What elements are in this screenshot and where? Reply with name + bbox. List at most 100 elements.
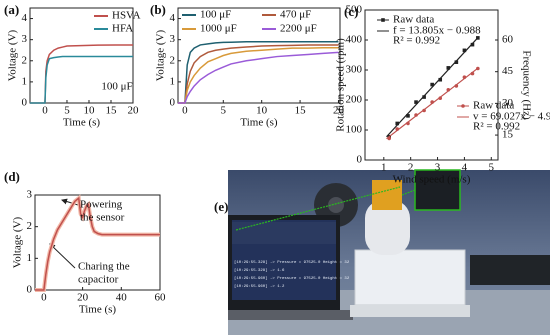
y-tick-label: 500 [346, 4, 363, 16]
y-tick-label: 100 [346, 124, 363, 136]
y-tick-label: 4 [170, 12, 176, 24]
y-axis-label: Voltage (V) [12, 216, 24, 268]
point [430, 100, 434, 104]
y-tick-label: 1 [170, 75, 176, 87]
y-tick-label: 0 [27, 284, 33, 296]
y-axis-label: Voltage (V) [7, 29, 19, 81]
x-tick-label: 3 [435, 162, 441, 174]
legend-label: 2200 μF [280, 23, 317, 35]
screen-line: [10:29:55.960] -> 1.2 [234, 284, 285, 289]
legend-label: 470 μF [280, 9, 311, 21]
point [395, 121, 400, 126]
x-tick-label: 2 [408, 162, 414, 174]
screen-line: [10:29:55.328] -> 1.6 [234, 268, 285, 273]
x-axis-label: Time (s) [79, 304, 117, 316]
x-tick-label: 0 [182, 105, 188, 117]
x-tick-label: 0 [42, 105, 48, 117]
y2-tick-label: 15 [502, 129, 514, 141]
plot-frame [34, 194, 161, 291]
line [30, 55, 133, 104]
point [454, 84, 459, 88]
point [430, 82, 434, 87]
legend-label: 100 μF [200, 9, 231, 21]
point [406, 114, 410, 118]
x-tick-label: 20 [333, 105, 345, 117]
annotation: 100 μF [101, 81, 132, 93]
plot-frame [177, 7, 341, 104]
y-tick-label: 3 [22, 33, 28, 45]
point [438, 77, 443, 82]
line [178, 41, 339, 104]
y-axis-label: Rotation speed (rpm) [335, 38, 347, 132]
photo [228, 169, 550, 335]
x-tick-label: 5 [489, 162, 495, 174]
x-tick-label: 5 [221, 105, 227, 117]
point [476, 66, 480, 71]
equation: f = 13.805x − 0.988 [393, 25, 481, 37]
y-tick-label: 300 [346, 64, 363, 76]
point [387, 136, 391, 141]
y-tick-label: 1 [22, 75, 28, 87]
point [406, 121, 410, 126]
x-axis-label: Wind speed (m/s) [393, 174, 471, 186]
y-axis-label: Voltage (V) [155, 29, 167, 81]
arrow [49, 243, 76, 269]
equation: v = 69.027x − 4.943 [473, 111, 550, 123]
x-tick-label: 15 [105, 105, 117, 117]
legend-label: HSVA [112, 10, 141, 22]
x-tick-label: 4 [462, 162, 468, 174]
legend-label: Raw data [473, 100, 514, 112]
point [438, 96, 443, 100]
y-tick-label: 2 [22, 54, 28, 66]
point [422, 95, 426, 99]
screen-line: [10:29:55.960] -> Pressure = 97525.0 Hei… [234, 276, 350, 281]
line [35, 196, 160, 291]
y-tick-label: 0 [170, 97, 176, 109]
plot-frame [29, 7, 134, 104]
point [446, 66, 451, 70]
x-axis-label: Time (s) [63, 117, 101, 129]
x-tick-label: 40 [116, 292, 128, 304]
point [470, 71, 475, 76]
x-tick-label: 0 [41, 292, 47, 304]
point [462, 48, 467, 53]
legend-label: Raw data [393, 14, 434, 26]
x-tick-label: 60 [155, 292, 167, 304]
x-tick-label: 10 [83, 105, 95, 117]
legend-label: 1000 μF [200, 23, 237, 35]
annotation: capacitor [78, 274, 119, 286]
y2-tick-label: 60 [502, 34, 514, 46]
annotation: Charing the [78, 261, 130, 273]
line [178, 46, 339, 104]
y-tick-label: 2 [170, 54, 176, 66]
x-tick-label: 20 [77, 292, 89, 304]
screen-line: [10:29:55.328] -> Pressure = 97525.0 Hei… [234, 260, 350, 265]
panel-label: (a) [4, 2, 19, 17]
screen-text: [10:29:55.328] -> Pressure = 97525.0 Hei… [234, 260, 350, 289]
line [178, 44, 339, 104]
point [395, 127, 400, 131]
r-squared: R² = 0.992 [393, 35, 440, 47]
annotation: the sensor [80, 212, 125, 224]
y-tick-label: 400 [346, 34, 363, 46]
point [470, 42, 475, 47]
line [178, 51, 339, 104]
fit-line [386, 37, 479, 138]
y-tick-label: 0 [22, 97, 28, 109]
y-tick-label: 0 [357, 154, 363, 166]
y-tick-label: 4 [22, 12, 28, 24]
point [422, 108, 426, 113]
x-axis-label: Time (s) [240, 117, 278, 129]
point [462, 75, 467, 79]
y-tick-label: 1 [27, 252, 33, 264]
panel-label: (d) [4, 169, 20, 184]
plot-frame [364, 9, 499, 161]
legend-label: HFA [112, 23, 133, 35]
point [414, 113, 418, 117]
panel-label: (c) [344, 4, 358, 19]
y-tick-label: 2 [27, 220, 33, 232]
y-tick-label: 3 [170, 33, 176, 45]
y-tick-label: 3 [27, 189, 33, 201]
